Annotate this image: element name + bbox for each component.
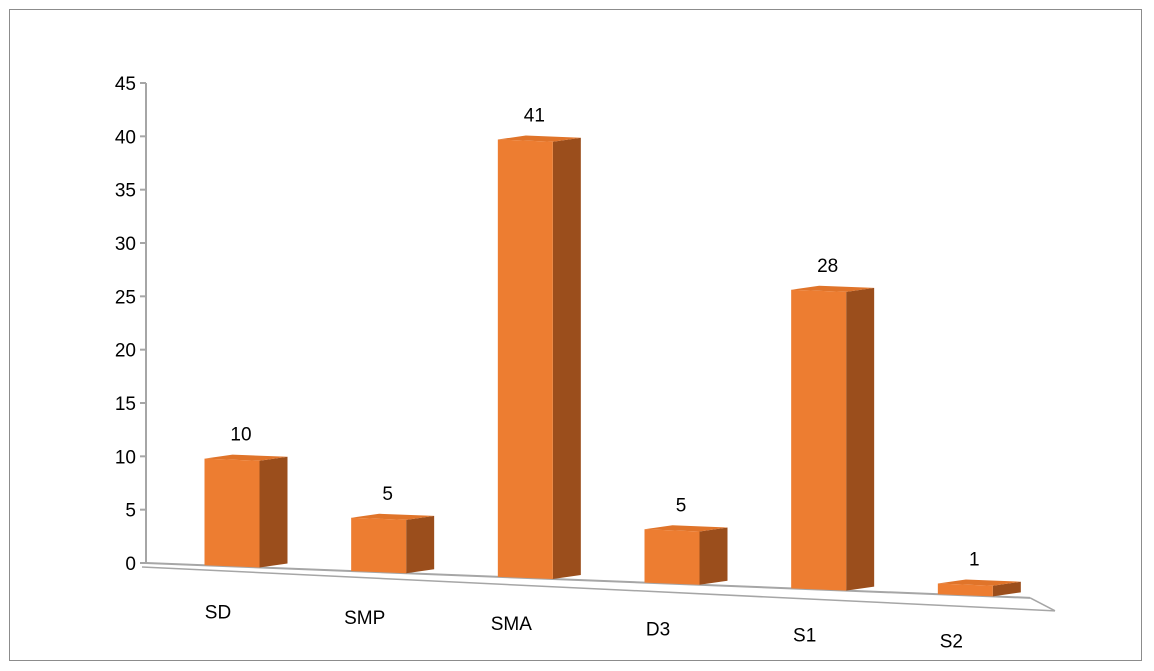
- bar-side-face: [992, 581, 1021, 597]
- bar-side-face: [846, 287, 875, 591]
- axes: [140, 82, 1056, 612]
- bars: [204, 135, 1021, 597]
- data-label: 5: [382, 484, 393, 505]
- x-axis-front-line: [141, 566, 1056, 612]
- y-tick-label: 10: [115, 447, 136, 468]
- bar-top-face: [351, 513, 435, 520]
- bar-side-face: [259, 456, 288, 568]
- bar-s2: [937, 583, 993, 597]
- data-label: 1: [969, 550, 980, 571]
- category-label: D3: [646, 620, 670, 641]
- y-tick-label: 45: [115, 74, 136, 95]
- bar-side-face: [406, 515, 435, 574]
- data-label: 41: [524, 106, 545, 127]
- category-label: S1: [793, 626, 816, 647]
- category-label: SD: [205, 602, 231, 623]
- y-tick-label: 20: [115, 341, 136, 362]
- y-tick-label: 30: [115, 234, 136, 255]
- data-label: 28: [817, 256, 838, 277]
- x-axis-back-line: [145, 562, 1031, 599]
- bar-d3: [644, 529, 700, 585]
- bar-smp: [351, 517, 407, 574]
- y-tick-label: 35: [115, 181, 136, 202]
- bar-side-face: [552, 137, 581, 580]
- floor-right-edge: [1029, 597, 1056, 612]
- bar-top-face: [937, 579, 1021, 586]
- bar-top-face: [204, 454, 288, 461]
- bar-s1: [791, 289, 847, 591]
- category-label: S2: [940, 631, 963, 652]
- bar-top-face: [791, 285, 875, 292]
- bar-side-face: [699, 527, 728, 585]
- data-label: 5: [676, 495, 687, 516]
- y-tick-label: 0: [125, 554, 136, 575]
- y-tick-label: 5: [125, 501, 136, 522]
- bar-sd: [204, 458, 260, 568]
- category-label: SMA: [491, 614, 533, 635]
- bar-top-face: [644, 525, 728, 532]
- labels: 0 5 10 15 20 25 30 35 40 45 10 SD 5 SMP 41 SMA 5 D3 28 S1 1 S…: [115, 74, 980, 652]
- y-tick-label: 15: [115, 394, 136, 415]
- y-tick-label: 40: [115, 127, 136, 148]
- bar-sma: [497, 139, 553, 580]
- data-label: 10: [230, 425, 251, 446]
- category-label: SMP: [344, 608, 385, 629]
- bar-top-face: [497, 135, 581, 142]
- y-tick-label: 25: [115, 287, 136, 308]
